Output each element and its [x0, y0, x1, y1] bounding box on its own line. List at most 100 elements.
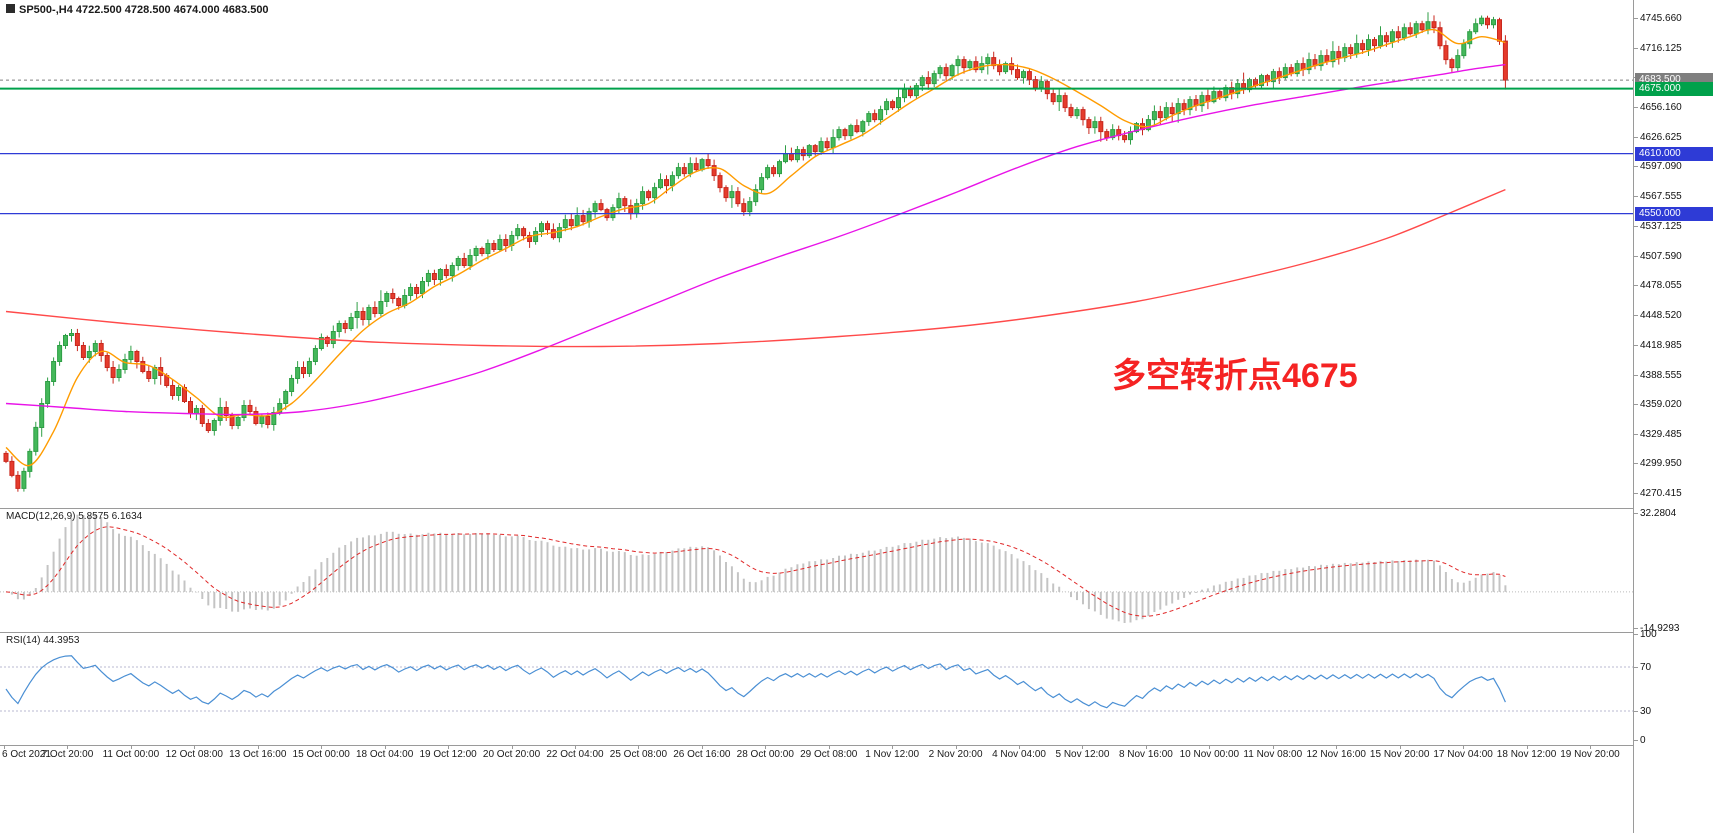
rsi-tick-label: 30 [1640, 706, 1652, 717]
time-tick-mark [1145, 745, 1147, 749]
price-tick-label: 4329.485 [1640, 428, 1682, 440]
time-tick-mark [67, 745, 69, 749]
price-tick-mark [1634, 285, 1638, 287]
price-tick-mark [1634, 47, 1638, 49]
macd-indicator-label: MACD(12,26,9) 5.8575 6.1634 [6, 511, 143, 522]
rsi-tick-label: 0 [1640, 735, 1646, 746]
time-tick-mark [257, 745, 259, 749]
price-tick-mark [1634, 136, 1638, 138]
time-tick-label: 15 Nov 20:00 [1369, 749, 1430, 760]
ma-mid-line [5, 63, 1506, 416]
ma-slow-line [5, 188, 1506, 348]
time-tick-label: 18 Oct 04:00 [355, 749, 414, 760]
time-tick-mark [828, 745, 830, 749]
price-tick-mark [1634, 255, 1638, 257]
time-tick-mark [1209, 745, 1211, 749]
rsi-tick-mark [1634, 667, 1638, 668]
time-tick-mark [765, 745, 767, 749]
price-tick-label: 4507.590 [1640, 250, 1682, 262]
time-tick-label: 11 Oct 00:00 [102, 749, 160, 760]
price-tick-label: 4478.055 [1640, 280, 1682, 292]
chart-icon [6, 4, 15, 13]
time-tick-label: 29 Oct 08:00 [800, 749, 858, 760]
price-tick-mark [1634, 463, 1638, 465]
rsi-tick-mark [1634, 740, 1638, 741]
time-tick-label: 28 Oct 00:00 [736, 749, 794, 760]
time-tick-label: 20 Oct 20:00 [482, 749, 541, 760]
price-tick-label: 4567.555 [1640, 191, 1682, 202]
time-tick-label: 25 Oct 08:00 [609, 749, 668, 760]
time-tick-mark [701, 745, 703, 749]
time-axis[interactable]: 6 Oct 2021 7 Oct 20:00 11 Oct 00:00 12 Oct … [0, 745, 1633, 769]
ma-fast-line [5, 28, 1506, 467]
price-tick-mark [1634, 493, 1638, 494]
main-price-pane[interactable] [0, 0, 1633, 508]
time-tick-mark [1463, 745, 1465, 749]
price-axis[interactable]: 4745.6604716.1254686.5904656.1604626.625… [1633, 0, 1718, 833]
time-tick-label: 12 Nov 16:00 [1306, 749, 1366, 760]
macd-pane[interactable] [0, 508, 1633, 632]
time-tick-label: 17 Nov 04:00 [1433, 749, 1493, 760]
rsi-line [5, 655, 1506, 709]
time-tick-mark [384, 745, 386, 749]
price-tick-mark [1634, 166, 1638, 168]
pane-divider-rsi[interactable] [0, 632, 1718, 633]
pane-divider-timeaxis [0, 745, 1718, 746]
time-tick-mark [1590, 745, 1591, 749]
rsi-pane[interactable] [0, 632, 1633, 745]
time-tick-label: 5 Nov 12:00 [1055, 749, 1110, 760]
time-tick-label: 18 Nov 12:00 [1496, 749, 1557, 760]
macd-tick-mark [1634, 513, 1638, 515]
rsi-tick-mark [1634, 634, 1638, 635]
rsi-tick-mark [1634, 711, 1638, 712]
pane-divider-macd[interactable] [0, 508, 1718, 509]
price-badge-4675.000[interactable]: 4675.000 [1635, 81, 1713, 96]
time-tick-mark [321, 745, 323, 749]
price-badge-4610.000[interactable]: 4610.000 [1635, 146, 1713, 161]
candles-layer [3, 12, 1508, 492]
price-tick-label: 4359.020 [1640, 399, 1682, 411]
time-tick-label: 19 Oct 12:00 [419, 749, 477, 760]
macd-tick-label: 32.2804 [1640, 508, 1677, 520]
symbol-ohlc-title: SP500-,H4 4722.500 4728.500 4674.000 468… [19, 4, 269, 16]
time-tick-mark [1019, 745, 1021, 749]
time-tick-mark [892, 745, 894, 749]
price-tick-mark [1634, 18, 1638, 19]
rsi-tick-label: 100 [1640, 629, 1657, 640]
price-tick-mark [1634, 226, 1638, 228]
price-tick-label: 4448.520 [1640, 309, 1682, 321]
time-tick-mark [1272, 745, 1274, 749]
time-tick-mark [638, 745, 640, 749]
price-tick-label: 4656.160 [1640, 102, 1682, 114]
price-badge-4550.000[interactable]: 4550.000 [1635, 206, 1713, 221]
time-tick-label: 26 Oct 16:00 [673, 749, 731, 760]
time-tick-mark [1336, 745, 1338, 749]
time-tick-mark [511, 745, 513, 749]
price-tick-mark [1634, 433, 1638, 435]
price-tick-label: 4299.950 [1640, 458, 1682, 470]
time-tick-mark [4, 745, 5, 749]
time-tick-mark [194, 745, 196, 749]
price-tick-mark [1634, 374, 1638, 376]
time-tick-label: 10 Nov 00:00 [1179, 749, 1240, 760]
time-tick-mark [448, 745, 450, 749]
time-tick-label: 8 Nov 16:00 [1118, 749, 1173, 760]
time-tick-label: 22 Oct 04:00 [546, 749, 604, 760]
time-tick-mark [1399, 745, 1401, 749]
macd-histogram [10, 514, 1507, 623]
time-tick-label: 4 Nov 04:00 [992, 749, 1046, 760]
rsi-tick-label: 70 [1640, 662, 1652, 673]
macd-tick-mark [1634, 628, 1638, 630]
price-annotation-text: 多空转折点4675 [1112, 357, 1358, 395]
price-tick-label: 4388.555 [1640, 369, 1682, 381]
time-tick-mark [574, 745, 576, 749]
price-tick-label: 4270.415 [1640, 488, 1682, 499]
price-tick-label: 4745.660 [1640, 13, 1682, 24]
symbol-title-bar: SP500-,H4 4722.500 4728.500 4674.000 468… [6, 4, 269, 16]
time-tick-label: 1 Nov 12:00 [865, 749, 920, 760]
time-tick-label: 6 Oct 2021 [2, 749, 51, 760]
time-tick-label: 19 Nov 20:00 [1560, 749, 1620, 760]
time-tick-label: 12 Oct 08:00 [165, 749, 223, 760]
macd-signal-line [5, 526, 1506, 617]
